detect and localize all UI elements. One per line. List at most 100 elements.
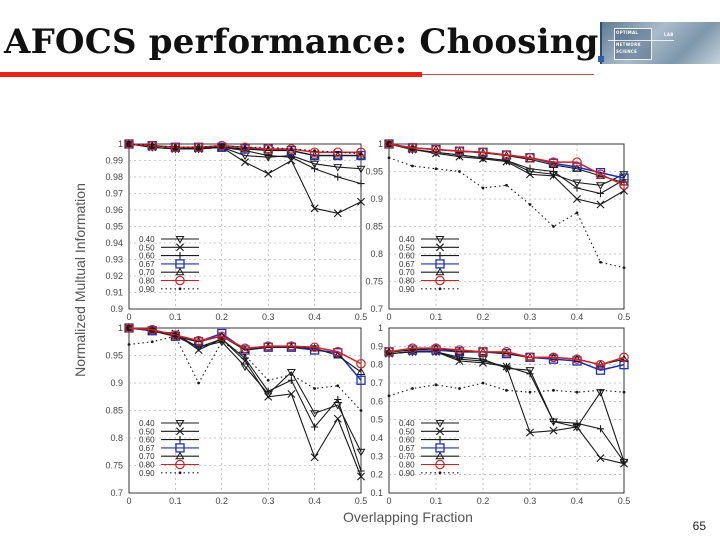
data-point: [310, 410, 320, 418]
data-point: [313, 149, 316, 153]
data-point: [573, 419, 581, 427]
legend: 0.400.500.600.670.700.800.90: [139, 419, 199, 478]
series-line: [128, 143, 362, 155]
data-point: [286, 341, 297, 351]
data-point: [356, 147, 366, 158]
data-point: [595, 365, 606, 375]
y-tick-label: 0.8: [370, 360, 383, 370]
x-tick-label: 0.5: [618, 312, 631, 322]
y-tick-label: 0.5: [370, 415, 383, 425]
data-point: [334, 173, 342, 181]
logo-emblem: [614, 28, 652, 60]
data-point: [454, 345, 465, 355]
data-point: [595, 359, 606, 370]
y-tick-label: 0.85: [365, 222, 383, 232]
data-point: [525, 152, 535, 163]
data-point: [407, 343, 418, 353]
data-point: [505, 183, 508, 187]
data-point: [309, 342, 320, 353]
legend-marker: [438, 471, 442, 475]
data-point: [622, 266, 626, 270]
data-point: [357, 180, 365, 188]
data-point: [266, 145, 270, 149]
data-point: [286, 368, 296, 377]
legend-marker: [435, 275, 445, 286]
series-0.90: [387, 381, 626, 398]
y-tick-label: 0.85: [105, 406, 123, 416]
data-point: [596, 182, 605, 190]
data-point: [357, 467, 365, 475]
series-0.90: [127, 142, 363, 156]
data-point: [124, 139, 134, 149]
legend-label: 0.50: [399, 427, 415, 436]
data-point: [596, 454, 605, 463]
data-point: [264, 169, 273, 178]
data-point: [310, 150, 320, 159]
data-point: [552, 225, 555, 228]
data-point: [599, 388, 602, 392]
data-point: [384, 139, 394, 149]
data-point: [526, 170, 534, 179]
data-point: [501, 347, 512, 357]
legend-label: 0.50: [399, 243, 415, 252]
data-point: [359, 409, 363, 412]
legend: 0.400.500.600.670.700.800.90: [399, 419, 459, 478]
data-point: [479, 357, 487, 365]
legend-label: 0.90: [399, 285, 415, 294]
y-tick-label: 0.99: [105, 156, 123, 166]
data-point: [549, 417, 558, 426]
data-point: [620, 458, 628, 466]
legend: 0.400.500.600.670.700.800.90: [399, 235, 459, 294]
y-tick-label: 0.94: [105, 238, 123, 248]
lab-logo: OPTIMAL NETWORK SCIENCE LAB: [598, 22, 720, 64]
legend-marker: [438, 287, 442, 291]
y-tick-label: 0.7: [370, 378, 383, 388]
y-tick-label: 0.95: [105, 351, 123, 361]
y-tick-label: 0.96: [105, 205, 123, 215]
data-point: [220, 340, 224, 344]
data-point: [526, 370, 534, 378]
legend-label: 0.40: [399, 235, 415, 244]
y-tick-label: 0.95: [365, 167, 383, 177]
data-point: [263, 341, 273, 351]
legend-label: 0.67: [399, 444, 415, 453]
data-point: [333, 164, 343, 172]
legend-label: 0.40: [399, 419, 415, 428]
data-point: [240, 363, 250, 372]
data-point: [333, 150, 343, 159]
y-tick-label: 0.9: [370, 194, 383, 204]
legend-label: 0.70: [139, 452, 155, 461]
data-point: [407, 143, 418, 153]
legend-marker: [176, 427, 184, 436]
y-tick-label: 1: [378, 139, 383, 149]
data-point: [127, 142, 131, 146]
data-point: [478, 356, 488, 364]
data-point: [356, 150, 366, 159]
data-point: [478, 347, 488, 357]
data-point: [241, 158, 249, 167]
x-tick-label: 0.3: [524, 312, 537, 322]
data-point: [311, 423, 319, 431]
logo-text-line1: OPTIMAL: [616, 30, 639, 35]
data-point: [525, 367, 535, 375]
series-0.80: [384, 343, 629, 370]
data-point: [193, 142, 204, 153]
legend-label: 0.80: [139, 277, 155, 286]
x-tick-label: 0.4: [308, 496, 321, 506]
legend-marker: [436, 252, 444, 260]
y-tick-label: 0.8: [110, 433, 123, 443]
data-point: [266, 378, 270, 382]
legend-marker: [176, 252, 184, 260]
x-tick-label: 0: [126, 496, 131, 506]
data-point: [332, 346, 343, 357]
x-tick-label: 0.3: [262, 496, 275, 506]
data-point: [434, 383, 438, 387]
data-point: [455, 355, 464, 363]
y-tick-label: 1: [118, 323, 123, 333]
y-tick-label: 0.7: [110, 488, 123, 498]
chart-panel-top-left: 0 0.1 0.2 0.3 0.4 0.5 0.9 0.91 0.92 0.93 0.94 0.95 0…: [105, 139, 367, 322]
legend-label: 0.40: [139, 419, 155, 428]
data-point: [197, 145, 201, 149]
series-line: [128, 335, 362, 411]
data-point: [170, 330, 181, 340]
